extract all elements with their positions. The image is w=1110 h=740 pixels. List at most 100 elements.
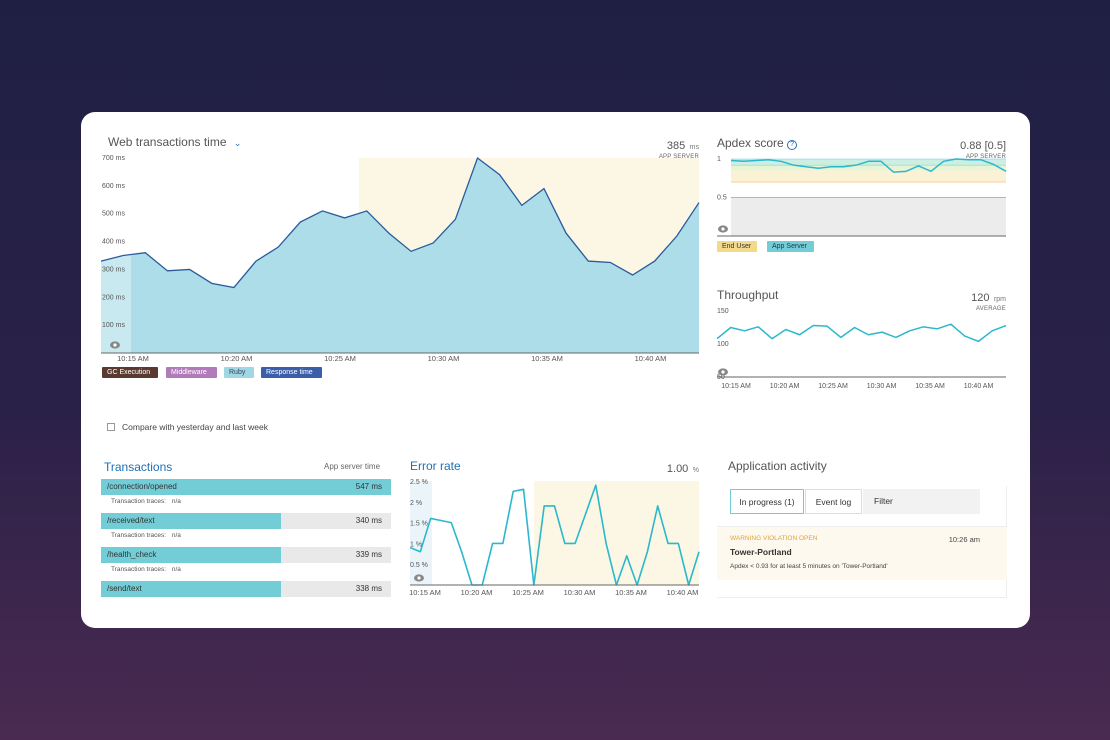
traces-label: Transaction traces:	[111, 566, 167, 573]
traces-value[interactable]: n/a	[170, 532, 181, 539]
y-tick-label: 300 ms	[102, 266, 125, 273]
apdex-band	[731, 165, 1006, 171]
error-y-tick: 1 %	[410, 541, 422, 548]
apdex-summary: 0.88 [0.5] APP SERVER	[960, 136, 1006, 160]
apdex-sub: APP SERVER	[965, 154, 1006, 160]
event-name: Tower-Portland	[730, 547, 792, 557]
transaction-traces: Transaction traces: n/a	[111, 532, 181, 539]
legend-response-time[interactable]: Response time	[261, 367, 322, 378]
error-y-tick: 0.5 %	[410, 562, 428, 569]
traces-value[interactable]: n/a	[170, 498, 181, 505]
web-transactions-chart: 700 ms 600 ms 500 ms 400 ms 300 ms 200 ms 100 …	[100, 155, 700, 363]
error-rate-chart: 2.5 % 2 % 1.5 % 1 % 0.5 % 10:15 AM 10:20 AM 10:…	[409, 479, 700, 597]
error-rate-unit: %	[692, 467, 699, 474]
throughput-x-tick: 10:40 AM	[964, 383, 994, 390]
tab-in-progress[interactable]: In progress (1)	[730, 489, 804, 514]
y-tick-label: 100 ms	[102, 322, 125, 329]
traces-label: Transaction traces:	[111, 532, 167, 539]
transaction-value: 338 ms	[355, 584, 382, 593]
error-rate-value: 1.00	[666, 463, 689, 475]
web-transactions-title-text: Web transactions time	[108, 135, 227, 149]
error-x-tick: 10:30 AM	[564, 588, 596, 597]
compare-checkbox[interactable]	[107, 423, 115, 431]
throughput-value: 120	[971, 292, 990, 304]
transaction-value: 340 ms	[355, 516, 382, 525]
apdex-chart: 10.5	[717, 156, 1007, 237]
response-area	[101, 158, 699, 353]
throughput-y-tick: 150	[717, 308, 729, 315]
y-tick-label: 200 ms	[102, 294, 125, 301]
apdex-title: Apdex score ?	[717, 136, 798, 150]
x-tick-label: 10:40 AM	[635, 354, 667, 363]
transaction-name: /received/text	[107, 516, 155, 525]
error-x-tick: 10:40 AM	[667, 588, 699, 597]
legend-ruby[interactable]: Ruby	[224, 367, 254, 378]
throughput-line	[716, 323, 1007, 343]
compare-option[interactable]: Compare with yesterday and last week	[107, 422, 268, 432]
x-tick-label: 10:30 AM	[428, 354, 460, 363]
throughput-chart: 150 100 50 10:15 AM 10:20 AM 10:25 AM 10:30 AM…	[716, 308, 1007, 390]
table-row[interactable]: /received/text 340 ms	[101, 513, 391, 529]
transactions-title[interactable]: Transactions	[104, 460, 173, 474]
help-icon[interactable]: ?	[787, 140, 798, 150]
transaction-bar	[101, 479, 391, 495]
throughput-x-tick: 10:30 AM	[867, 383, 897, 390]
throughput-x-tick: 10:15 AM	[721, 383, 751, 390]
response-line	[100, 156, 700, 289]
error-x-tick: 10:15 AM	[409, 588, 441, 597]
apdex-y-tick: 0.5	[717, 195, 727, 202]
table-row[interactable]: /connection/opened 547 ms	[101, 479, 391, 495]
error-rate-summary: 1.00 %	[667, 459, 699, 477]
event-time: 10:26 am	[948, 535, 980, 544]
x-tick-label: 10:15 AM	[117, 354, 149, 363]
throughput-title: Throughput	[717, 288, 779, 302]
legend-end-user[interactable]: End User	[717, 241, 757, 252]
throughput-sub: AVERAGE	[976, 306, 1006, 312]
apdex-value: 0.88 [0.5]	[960, 140, 1006, 152]
error-x-tick: 10:35 AM	[615, 588, 647, 597]
eye-icon	[718, 368, 728, 376]
eye-icon-pupil	[721, 227, 725, 231]
y-tick-label: 400 ms	[102, 239, 125, 246]
transaction-traces: Transaction traces: n/a	[111, 498, 181, 505]
activity-title: Application activity	[728, 459, 827, 473]
traces-label: Transaction traces:	[111, 498, 167, 505]
error-highlight	[534, 481, 699, 585]
transaction-bar	[101, 513, 281, 529]
web-transactions-summary: 385 ms APP SERVER	[659, 136, 699, 160]
transaction-value: 339 ms	[355, 550, 382, 559]
table-row[interactable]: /health_check 339 ms	[101, 547, 391, 563]
traces-value[interactable]: n/a	[170, 566, 181, 573]
x-tick-label: 10:25 AM	[324, 354, 356, 363]
error-y-tick: 1.5 %	[410, 521, 428, 528]
apdex-y-tick: 1	[717, 156, 721, 163]
transaction-value: 547 ms	[355, 482, 382, 491]
tab-event-log[interactable]: Event log	[805, 489, 862, 514]
eye-icon	[718, 225, 728, 233]
tab-filter[interactable]: Filter	[863, 489, 980, 514]
web-transactions-title[interactable]: Web transactions time ⌄	[108, 135, 241, 149]
throughput-y-tick: 50	[717, 374, 725, 381]
eye-icon-pupil	[417, 576, 421, 580]
transaction-bar	[101, 547, 281, 563]
throughput-x-tick: 10:20 AM	[770, 383, 800, 390]
table-row[interactable]: /send/text 338 ms	[101, 581, 391, 597]
eye-icon-pupil	[721, 370, 725, 374]
web-transactions-sub: APP SERVER	[658, 154, 699, 160]
eye-icon	[110, 341, 120, 349]
apdex-band	[731, 170, 1006, 183]
error-range-shade	[410, 481, 432, 585]
error-rate-title[interactable]: Error rate	[410, 459, 461, 473]
legend-gc-execution[interactable]: GC Execution	[102, 367, 158, 378]
transaction-name: /send/text	[107, 584, 142, 593]
transactions-column-header: App server time	[324, 462, 381, 471]
compare-label: Compare with yesterday and last week	[122, 422, 268, 432]
x-tick-label: 10:20 AM	[221, 354, 253, 363]
transaction-traces: Transaction traces: n/a	[111, 566, 181, 573]
x-tick-label: 10:35 AM	[531, 354, 563, 363]
legend-middleware[interactable]: Middleware	[166, 367, 217, 378]
throughput-unit: rpm	[993, 296, 1006, 303]
chevron-down-icon[interactable]: ⌄	[233, 138, 242, 148]
legend-app-server[interactable]: App Server	[767, 241, 814, 252]
activity-event[interactable]: WARNING VIOLATION OPEN 10:26 am Tower-Po…	[717, 526, 1007, 580]
